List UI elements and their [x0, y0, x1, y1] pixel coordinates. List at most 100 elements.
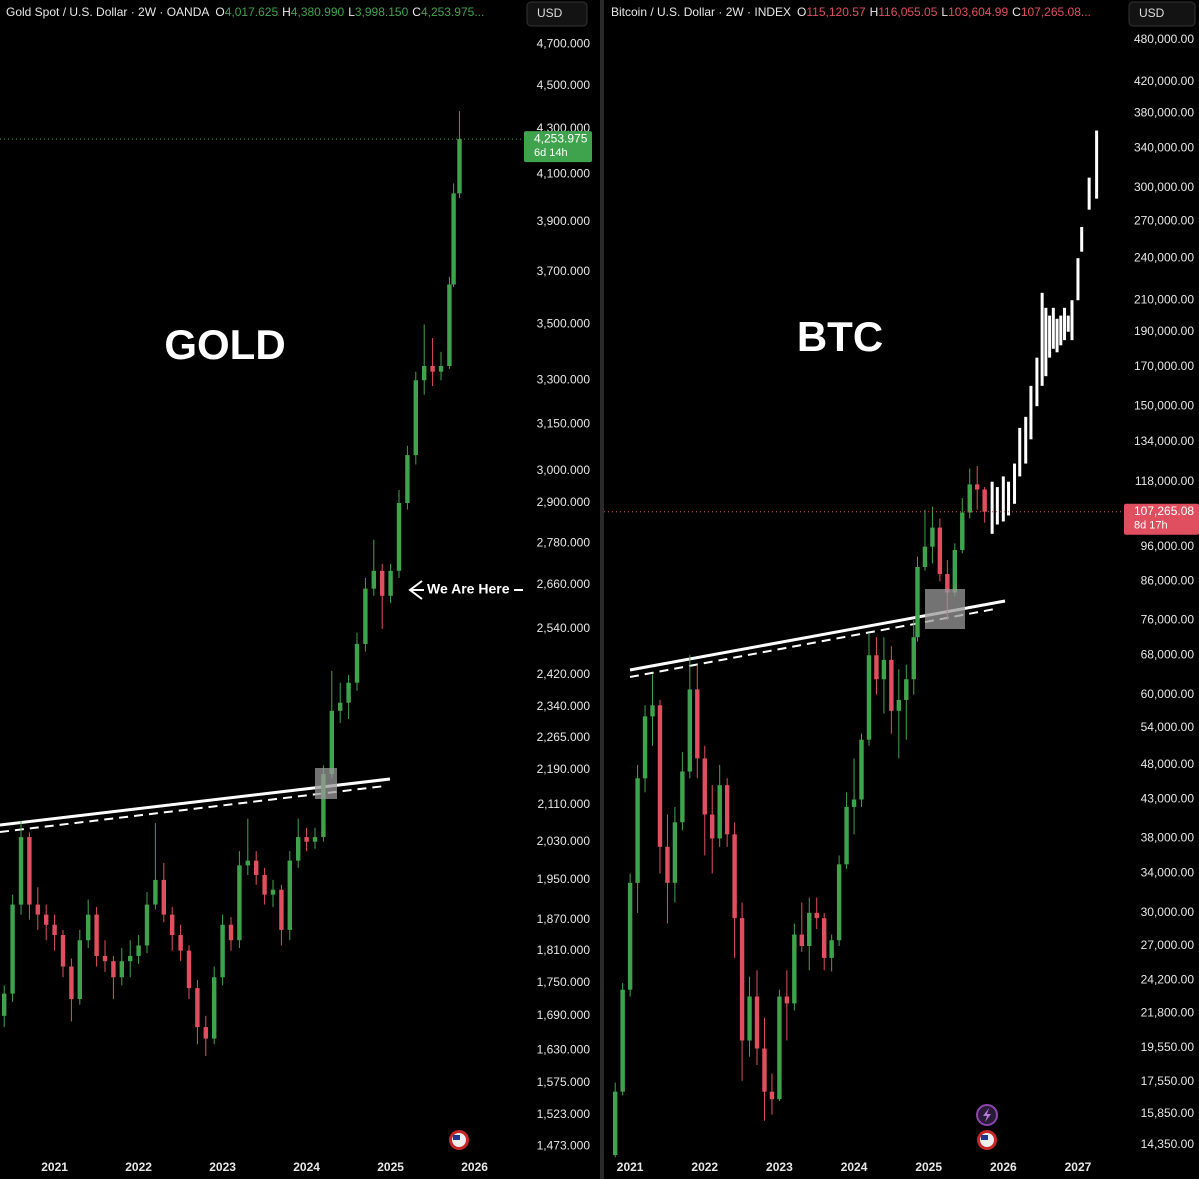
candle-body — [836, 864, 842, 941]
candle-body — [724, 785, 730, 835]
projection-bar — [1013, 463, 1017, 504]
candle-body — [44, 914, 49, 925]
ohlc-key: O — [797, 5, 806, 19]
candle — [620, 983, 625, 1096]
candle-body — [388, 570, 393, 596]
candle-body — [904, 679, 909, 700]
candle-body — [859, 739, 864, 800]
y-tick-label: 2,780.000 — [537, 535, 591, 549]
projection-bar — [1035, 357, 1039, 407]
currency-button[interactable] — [526, 1, 588, 27]
candle-body — [945, 574, 950, 593]
candle — [338, 682, 343, 724]
candle-body — [338, 702, 343, 711]
y-tick-label: 2,660.000 — [537, 577, 591, 591]
projection-bar — [990, 481, 994, 534]
candle-body — [930, 527, 935, 547]
x-tick-label: 2026 — [990, 1160, 1017, 1174]
last-price-label: 107,265.08 — [1134, 504, 1194, 518]
y-tick-label: 1,690.000 — [537, 1008, 591, 1022]
candle-body — [732, 834, 737, 919]
candle-body — [102, 955, 108, 962]
projection-bar — [1095, 130, 1099, 199]
candle-body — [710, 814, 715, 839]
candle — [60, 929, 66, 978]
ohlc-key: C — [412, 5, 421, 19]
y-tick-label: 3,500.000 — [537, 317, 591, 331]
x-tick-label: 2025 — [377, 1160, 404, 1174]
candle — [438, 351, 444, 381]
projection-bar — [995, 487, 999, 525]
candle-body — [170, 914, 175, 936]
projection-bar — [1080, 227, 1084, 252]
currency-button[interactable] — [1128, 1, 1196, 27]
candle — [371, 539, 376, 596]
candle-body — [896, 699, 902, 711]
candle-body — [960, 512, 965, 550]
x-tick-label: 2023 — [209, 1160, 236, 1174]
candle — [881, 637, 887, 714]
candle — [889, 646, 894, 734]
candle — [680, 752, 685, 831]
flag-icon — [977, 1130, 997, 1150]
candle-body — [911, 637, 916, 680]
candle-body — [851, 799, 857, 807]
candle — [672, 806, 678, 903]
candle-body — [952, 549, 958, 593]
candle-body — [136, 945, 141, 956]
x-tick-label: 2024 — [293, 1160, 320, 1174]
y-tick-label: 4,700.000 — [537, 37, 591, 51]
x-tick-label: 2022 — [125, 1160, 152, 1174]
y-tick-label: 1,870.000 — [537, 912, 591, 926]
y-tick-label: 27,000.00 — [1141, 938, 1195, 952]
candle-body — [430, 365, 435, 372]
candle-body — [178, 935, 183, 951]
candle-body — [438, 365, 444, 372]
y-tick-label: 1,630.000 — [537, 1042, 591, 1056]
candle — [851, 758, 857, 835]
candle — [447, 276, 452, 369]
candle-body — [967, 484, 972, 513]
candle-body — [228, 924, 234, 941]
candle-body — [915, 566, 920, 638]
x-tick-label: 2023 — [766, 1160, 793, 1174]
candle-body — [346, 682, 351, 703]
y-tick-label: 380,000.00 — [1134, 106, 1194, 120]
y-tick-label: 2,110.000 — [538, 797, 591, 811]
candle — [784, 970, 790, 1041]
candle — [312, 827, 318, 849]
candle — [153, 823, 158, 910]
candle — [102, 940, 108, 972]
candle-body — [814, 912, 819, 919]
candle — [635, 764, 640, 913]
symbol-title: Bitcoin / U.S. Dollar · 2W · INDEX — [611, 5, 791, 19]
ohlc-value: 115,120.57 — [806, 5, 865, 19]
symbol-title: Gold Spot / U.S. Dollar · 2W · OANDA — [6, 5, 209, 19]
projection-bar — [1059, 315, 1063, 346]
divider — [600, 0, 604, 1179]
y-tick-label: 54,000.00 — [1141, 720, 1195, 734]
candle-body — [844, 806, 849, 865]
candle-body — [69, 966, 74, 1000]
candle — [904, 664, 909, 740]
projection-bar — [1055, 318, 1059, 353]
projection-bar — [1063, 307, 1067, 341]
candle — [974, 466, 980, 510]
candle-body — [635, 778, 640, 883]
candle — [702, 745, 707, 856]
candle-body — [657, 705, 663, 847]
candle-body — [687, 689, 693, 772]
candle — [799, 902, 804, 952]
candle-body — [769, 1091, 775, 1100]
y-tick-label: 2,190.000 — [537, 762, 591, 776]
x-tick-label: 2027 — [1065, 1160, 1092, 1174]
candle-body — [304, 837, 309, 842]
candle-body — [799, 934, 804, 947]
candle — [380, 563, 385, 629]
ohlc-value: 3,998.150 — [355, 5, 409, 19]
candle-body — [642, 716, 648, 779]
y-tick-label: 480,000.00 — [1134, 32, 1194, 46]
breakout-box — [925, 589, 965, 629]
